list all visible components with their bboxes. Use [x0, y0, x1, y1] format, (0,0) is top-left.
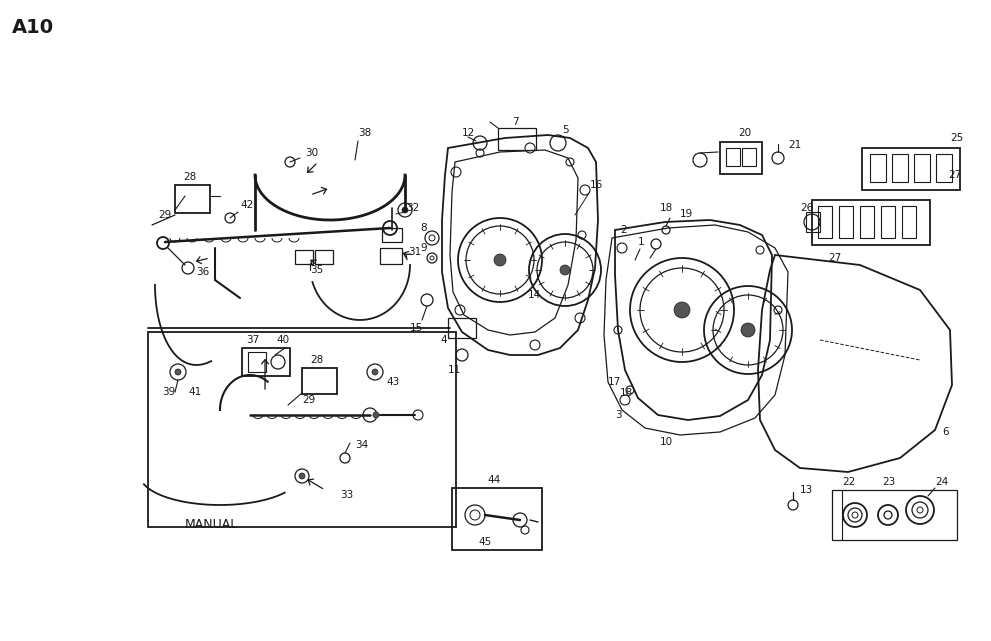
Bar [839, 206, 853, 238]
Text: 40: 40 [276, 335, 289, 345]
Text: 10: 10 [660, 437, 673, 447]
Text: A10: A10 [12, 18, 55, 37]
Bar [382, 228, 402, 242]
Bar [175, 185, 210, 213]
Text: 13: 13 [800, 485, 814, 495]
Circle shape [373, 412, 379, 418]
Bar [860, 206, 874, 238]
Text: 19: 19 [680, 209, 694, 219]
Text: 27: 27 [948, 170, 961, 180]
Text: 24: 24 [935, 477, 948, 487]
Text: 4: 4 [440, 335, 447, 345]
Bar [295, 250, 313, 264]
Bar [302, 368, 337, 394]
Bar [936, 154, 952, 182]
Text: 44: 44 [487, 475, 500, 485]
Text: 30: 30 [305, 148, 318, 158]
Text: 28: 28 [310, 355, 323, 365]
Text: 27: 27 [828, 253, 841, 263]
Text: 14: 14 [528, 290, 541, 300]
Text: 7: 7 [512, 117, 518, 127]
Circle shape [175, 369, 181, 375]
Bar [870, 154, 886, 182]
Circle shape [372, 369, 378, 375]
Text: 12: 12 [462, 128, 476, 138]
Circle shape [560, 265, 570, 275]
Text: 15: 15 [410, 323, 423, 333]
Text: 38: 38 [358, 128, 372, 138]
Text: 9: 9 [420, 243, 426, 253]
Text: 29: 29 [158, 210, 171, 220]
Text: 41: 41 [188, 387, 201, 397]
Text: 28: 28 [183, 172, 196, 182]
Text: 45: 45 [478, 537, 492, 547]
Bar [914, 154, 930, 182]
Text: 16: 16 [590, 180, 604, 190]
Text: 34: 34 [355, 440, 369, 450]
Text: 37: 37 [246, 335, 260, 345]
Text: 23: 23 [882, 477, 895, 487]
Text: 6: 6 [942, 427, 948, 437]
Text: 18: 18 [620, 388, 633, 398]
Text: 42: 42 [240, 200, 254, 210]
Bar [902, 206, 916, 238]
Bar [742, 148, 756, 166]
Bar [315, 250, 333, 264]
Text: 21: 21 [788, 140, 802, 150]
Text: 8: 8 [420, 223, 426, 233]
Text: 36: 36 [196, 267, 209, 277]
Text: 18: 18 [660, 203, 673, 213]
Text: 22: 22 [842, 477, 855, 487]
Text: 33: 33 [340, 490, 353, 500]
Text: 5: 5 [562, 125, 569, 135]
Text: 31: 31 [408, 247, 421, 257]
Bar [498, 128, 536, 150]
Text: MANUAL: MANUAL [185, 518, 238, 531]
Bar [812, 200, 930, 245]
Circle shape [299, 473, 305, 479]
Text: 1: 1 [638, 237, 644, 247]
Bar [148, 332, 456, 527]
Bar [832, 490, 957, 540]
Text: 2: 2 [620, 225, 626, 235]
Bar [892, 154, 908, 182]
Text: 43: 43 [386, 377, 399, 387]
Text: 29: 29 [302, 395, 315, 405]
Bar [818, 206, 832, 238]
Text: 17: 17 [608, 377, 621, 387]
Bar [862, 148, 960, 190]
Text: 26: 26 [800, 203, 814, 213]
Text: 39: 39 [162, 387, 175, 397]
Bar [452, 488, 542, 550]
Text: 20: 20 [738, 128, 751, 138]
Text: 32: 32 [406, 203, 419, 213]
Text: 25: 25 [950, 133, 963, 143]
Bar [448, 318, 476, 338]
Bar [806, 212, 820, 232]
Circle shape [402, 207, 408, 213]
Text: 3: 3 [615, 410, 621, 420]
Bar [881, 206, 895, 238]
Bar [720, 142, 762, 174]
Circle shape [494, 254, 506, 266]
Bar [726, 148, 740, 166]
Text: 35: 35 [310, 265, 323, 275]
Bar [380, 248, 402, 264]
Bar [248, 352, 266, 372]
Text: 11: 11 [448, 365, 461, 375]
Circle shape [674, 302, 690, 318]
Circle shape [741, 323, 755, 337]
Bar [242, 348, 290, 376]
